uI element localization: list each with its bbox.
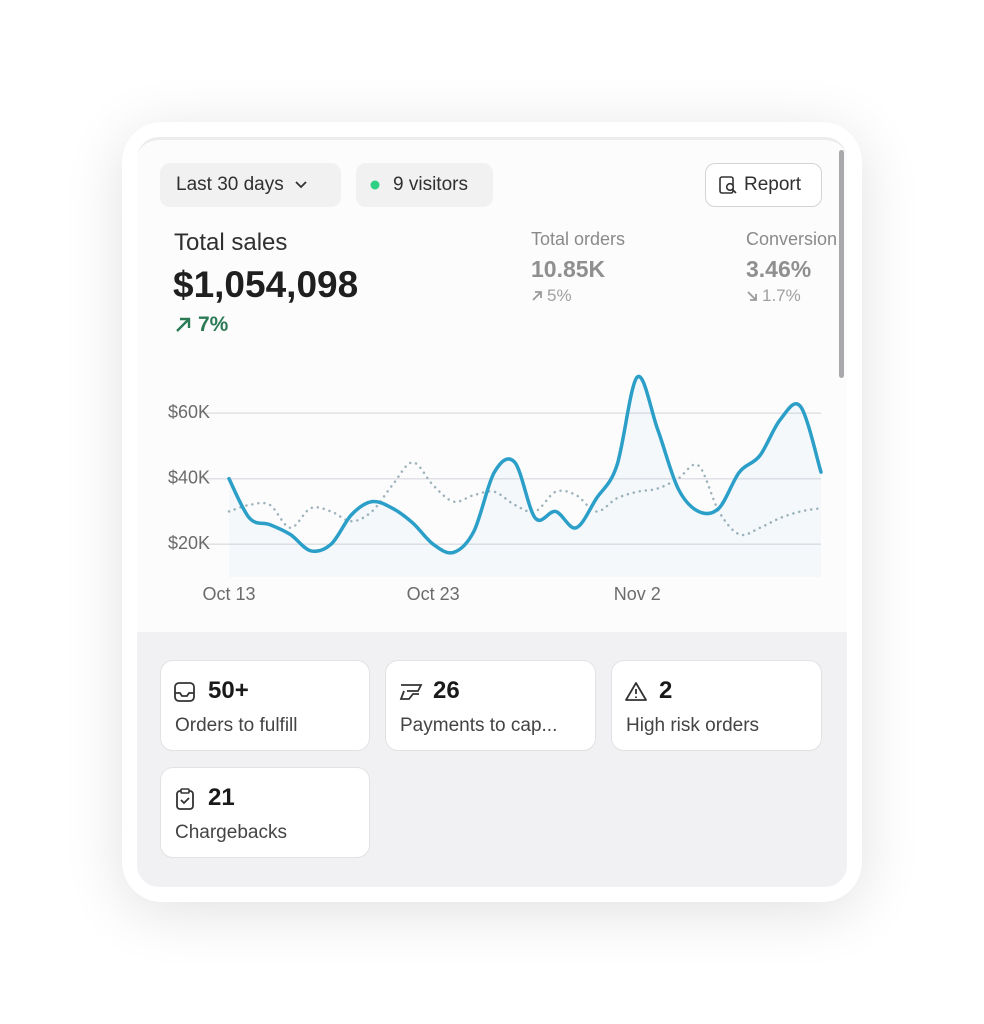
warning-icon bbox=[625, 682, 647, 701]
metric-value: $1,054,098 bbox=[173, 264, 359, 305]
metric-change: 5% bbox=[531, 286, 572, 306]
visitors-badge[interactable]: 9 visitors bbox=[356, 163, 493, 207]
metric-change: 7% bbox=[174, 313, 228, 337]
metric-label: Total orders bbox=[531, 229, 626, 249]
date-range-text: Last 30 days bbox=[176, 174, 284, 195]
tile-label: Chargebacks bbox=[175, 822, 287, 843]
tile[interactable]: 21 Chargebacks bbox=[160, 767, 370, 858]
visitors-text: 9 visitors bbox=[393, 174, 468, 195]
chevron-icon bbox=[295, 181, 307, 189]
tile[interactable]: 2 High risk orders bbox=[611, 660, 822, 751]
metric-change-text: 1.7% bbox=[762, 286, 801, 305]
tile-label: High risk orders bbox=[626, 715, 760, 736]
tile-label: Orders to fulfill bbox=[175, 715, 298, 736]
metric-change: 1.7% bbox=[746, 286, 801, 306]
clipboard-icon bbox=[176, 788, 194, 810]
up-arrow bbox=[176, 317, 191, 332]
sales-chart: $20K $40K $60K Oct 13 Oct 23 Nov 2 bbox=[168, 374, 823, 604]
tile-count: 50+ bbox=[208, 677, 249, 704]
tile[interactable]: 26 Payments to cap... bbox=[385, 660, 596, 751]
scrollbar bbox=[839, 150, 844, 378]
tile-count: 2 bbox=[659, 677, 673, 704]
up-arrow bbox=[532, 291, 542, 301]
tile[interactable]: 50+ Orders to fulfill bbox=[160, 660, 370, 751]
date-range-button[interactable]: Last 30 days bbox=[160, 163, 341, 207]
inbox-icon bbox=[174, 682, 195, 702]
live-dot bbox=[370, 180, 380, 190]
line bbox=[227, 461, 823, 537]
x-tick-label: Oct 23 bbox=[407, 584, 460, 604]
y-tick-label: $20K bbox=[168, 533, 210, 553]
report-text: Report bbox=[744, 174, 802, 195]
payment-icon bbox=[399, 684, 423, 700]
tile-label: Payments to cap... bbox=[400, 715, 558, 736]
report-icon bbox=[719, 176, 737, 194]
metric-value: 10.85K bbox=[531, 256, 606, 282]
metric-change-text: 7% bbox=[198, 313, 229, 336]
metric-value: 3.46% bbox=[746, 256, 812, 282]
tile-count: 26 bbox=[433, 677, 460, 704]
metric-label: Conversion bbox=[746, 229, 838, 249]
line bbox=[227, 374, 823, 555]
x-tick-label: Oct 13 bbox=[202, 584, 255, 604]
x-tick-label: Nov 2 bbox=[614, 584, 661, 604]
y-tick-label: $60K bbox=[168, 402, 210, 422]
y-tick-label: $40K bbox=[168, 467, 210, 487]
metric-change-text: 5% bbox=[547, 286, 572, 305]
down-arrow bbox=[747, 291, 757, 301]
metric-label: Total sales bbox=[174, 229, 288, 256]
tile-count: 21 bbox=[208, 784, 235, 811]
report-button[interactable]: Report bbox=[705, 163, 822, 207]
area bbox=[229, 376, 821, 577]
